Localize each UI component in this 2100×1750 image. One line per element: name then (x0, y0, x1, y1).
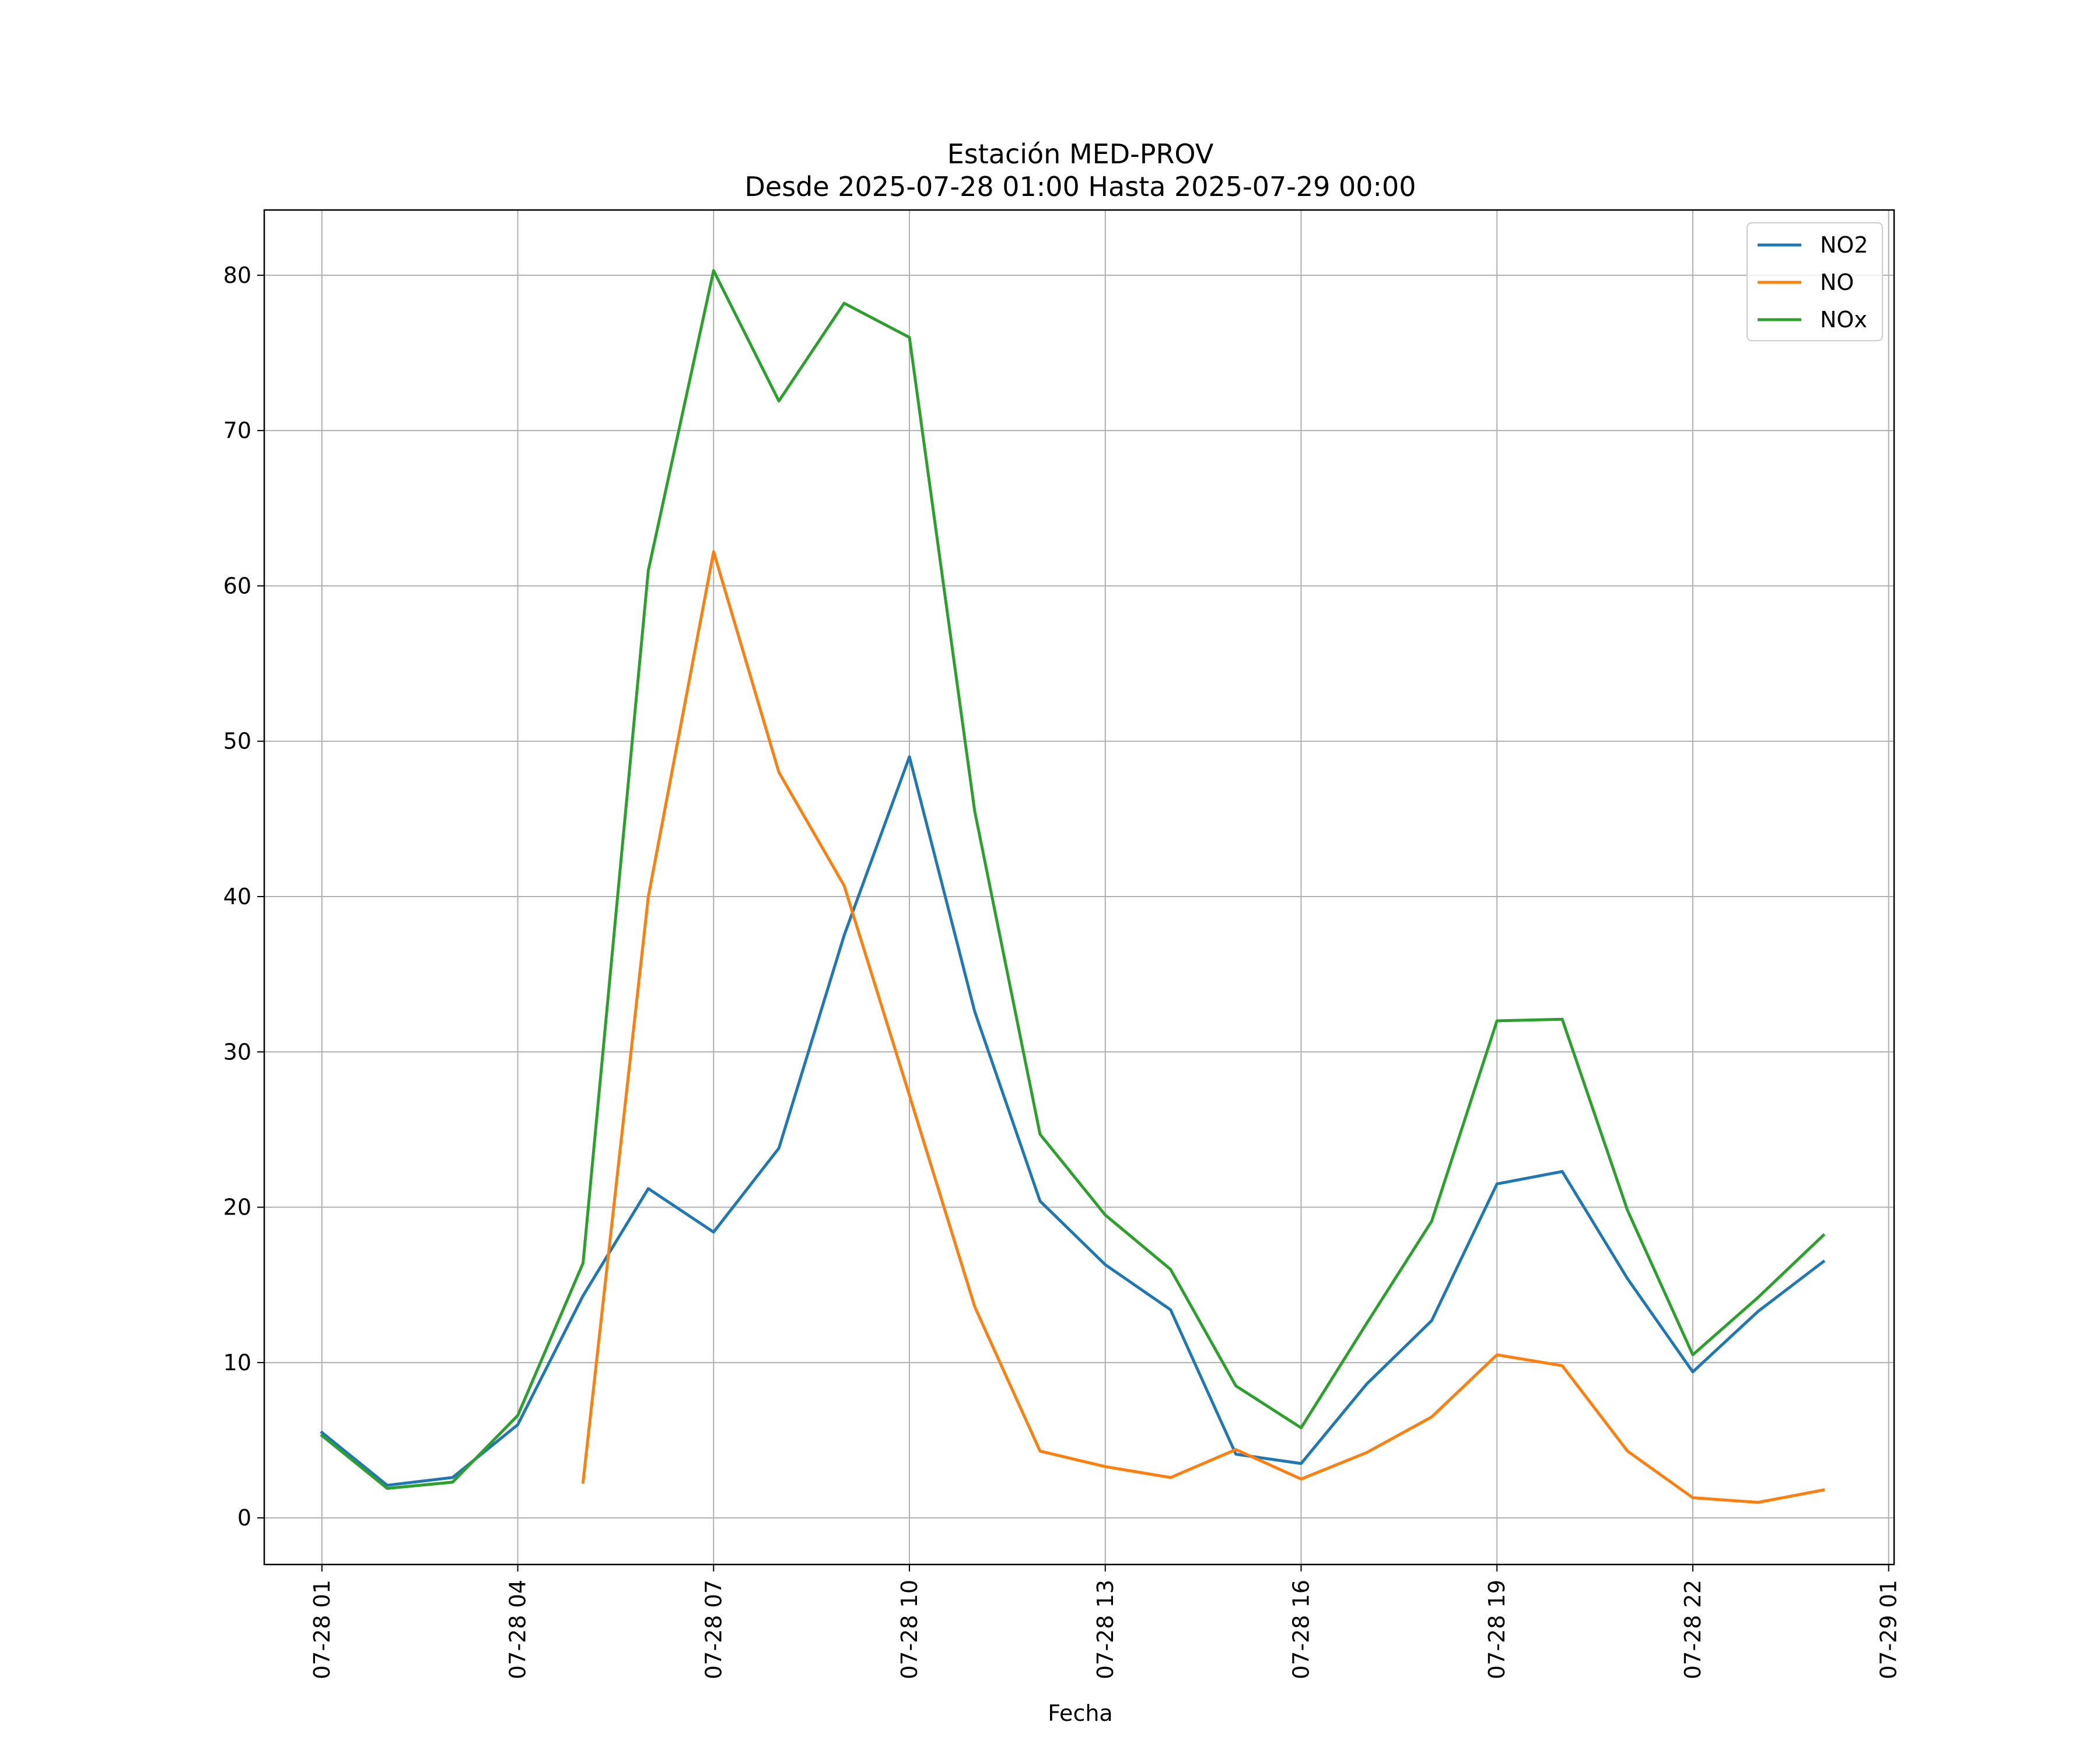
y-tick-label: 80 (223, 262, 251, 288)
plot-area-frame (263, 209, 1895, 1566)
series-lines (320, 269, 1826, 1504)
series-line-no (581, 550, 1825, 1504)
y-tick-label: 20 (223, 1195, 251, 1220)
series-line-no2 (320, 755, 1826, 1487)
x-tick-label: 07-28 01 (309, 1580, 335, 1679)
grid (264, 210, 1894, 1564)
x-axis-label: Fecha (1048, 1700, 1112, 1726)
y-axis: 0 10 20 30 40 50 60 70 80 (223, 262, 264, 1531)
x-tick-label: 07-29 01 (1876, 1580, 1902, 1679)
x-tick-label: 07-28 04 (505, 1580, 531, 1679)
y-tick-label: 40 (223, 884, 251, 909)
x-tick-label: 07-28 10 (897, 1580, 922, 1679)
x-tick-label: 07-28 07 (701, 1580, 726, 1679)
y-tick-label: 60 (223, 573, 251, 598)
x-axis: 07-28 01 07-28 04 07-28 07 07-28 10 07-28 13… (309, 1564, 1902, 1679)
y-tick-label: 50 (223, 729, 251, 754)
x-tick-label: 07-28 13 (1093, 1580, 1118, 1679)
y-tick-label: 10 (223, 1350, 251, 1376)
x-tick-label: 07-28 16 (1288, 1580, 1314, 1679)
x-tick-label: 07-28 19 (1484, 1580, 1510, 1679)
legend-label: NOx (1820, 307, 1867, 332)
chart-title: Estación MED-PROV (947, 138, 1214, 170)
legend: NO2 NO NOx (1746, 222, 1883, 341)
series-line-nox (320, 269, 1826, 1490)
y-tick-label: 0 (237, 1505, 251, 1531)
chart-subtitle: Desde 2025-07-28 01:00 Hasta 2025-07-29 … (744, 171, 1416, 202)
y-tick-label: 70 (223, 418, 251, 443)
x-tick-label: 07-28 22 (1680, 1580, 1706, 1679)
y-tick-label: 30 (223, 1039, 251, 1065)
legend-label: NO (1820, 270, 1854, 295)
legend-label: NO2 (1820, 232, 1868, 258)
legend-box (1746, 222, 1883, 341)
